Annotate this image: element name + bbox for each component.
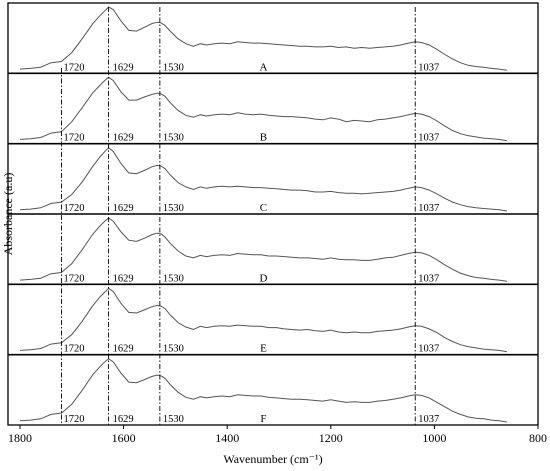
peak-label-1629: 1629	[113, 133, 134, 144]
panel-label-E: E	[260, 343, 267, 355]
panel-label-A: A	[259, 61, 267, 73]
peak-label-1720: 1720	[63, 273, 84, 284]
panel-label-D: D	[259, 272, 267, 284]
peak-label-1530: 1530	[163, 203, 184, 214]
peak-label-1037: 1037	[418, 203, 439, 214]
peak-label-1037: 1037	[418, 344, 439, 355]
peak-label-1629: 1629	[113, 62, 134, 73]
y-axis-label: Absorbance (a.u)	[1, 173, 15, 256]
x-tick-label: 1200	[319, 431, 343, 445]
peak-label-1037: 1037	[418, 273, 439, 284]
x-tick-label: 800	[529, 431, 547, 445]
peak-label-1720: 1720	[63, 133, 84, 144]
x-tick-label: 1400	[215, 431, 239, 445]
peak-label-1629: 1629	[113, 414, 134, 425]
peak-label-1629: 1629	[113, 344, 134, 355]
spectra-panels	[8, 6, 538, 423]
peak-label-1720: 1720	[63, 414, 84, 425]
peak-label-1720: 1720	[63, 203, 84, 214]
peak-label-1530: 1530	[163, 133, 184, 144]
peak-annotations: A 1720 1629 1530 1037 B 1720 1629 1530 1037 C 1720 1…	[63, 61, 439, 425]
peak-label-1530: 1530	[163, 62, 184, 73]
spectrum-line-C	[19, 147, 507, 212]
spectrum-line-D	[19, 217, 507, 282]
peak-label-1720: 1720	[63, 62, 84, 73]
x-tick-label: 1000	[422, 431, 446, 445]
x-tick-label: 1800	[8, 431, 32, 445]
spectrum-line-B	[19, 76, 507, 142]
peak-label-1530: 1530	[163, 344, 184, 355]
x-axis-label: Wavenumber (cm⁻¹)	[223, 452, 322, 466]
plot-frame	[7, 2, 539, 426]
reference-lines	[60, 7, 416, 425]
x-tick-label: 1600	[112, 431, 136, 445]
panel-label-B: B	[260, 132, 267, 144]
spectrum-line-A	[19, 6, 507, 71]
peak-label-1037: 1037	[418, 62, 439, 73]
peak-label-1629: 1629	[113, 203, 134, 214]
peak-label-1629: 1629	[113, 273, 134, 284]
spectrum-line-F	[19, 358, 507, 423]
peak-label-1037: 1037	[418, 133, 439, 144]
peak-label-1530: 1530	[163, 273, 184, 284]
peak-label-1720: 1720	[63, 344, 84, 355]
panel-label-C: C	[260, 202, 267, 214]
x-axis: 1800 1600 1400 1200 1000 800	[8, 425, 547, 445]
peak-label-1037: 1037	[418, 414, 439, 425]
spectrum-line-E	[19, 287, 507, 353]
peak-label-1530: 1530	[163, 414, 184, 425]
panel-label-F: F	[260, 413, 266, 425]
